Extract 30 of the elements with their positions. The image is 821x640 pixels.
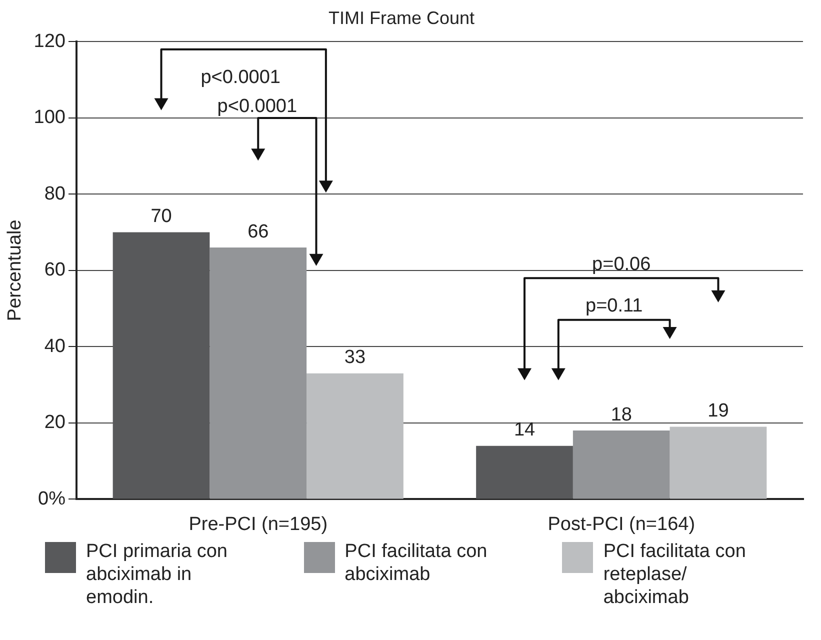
data-label: 14 (514, 420, 536, 441)
data-label: 19 (708, 400, 729, 422)
bar (306, 373, 404, 499)
y-tick-label: 120 (34, 30, 66, 52)
annotation: p=0.06 (592, 254, 651, 275)
x-tick-label: Post-PCI (n=164) (548, 514, 696, 535)
annotation: p<0.0001 (200, 67, 280, 88)
y-tick-label: 80 (44, 183, 66, 204)
legend-label: PCI primaria con abciximab in emodin. (86, 540, 228, 609)
data-label: 66 (248, 221, 269, 242)
annotation: p<0.0001 (217, 96, 298, 117)
bar (112, 232, 210, 499)
bar (476, 446, 573, 499)
data-label: 70 (150, 206, 172, 227)
y-tick-label: 0% (38, 488, 66, 510)
annotation: p=0.11 (585, 296, 643, 317)
y-tick-label: 40 (44, 336, 66, 357)
y-tick-label: 60 (44, 260, 66, 281)
y-axis-title: Percentuale (4, 220, 26, 322)
y-tick-label: 20 (44, 412, 66, 434)
y-tick-label: 100 (34, 107, 66, 128)
chart-title: TIMI Frame Count (328, 8, 475, 28)
legend-label: PCI facilitata con abciximab (344, 540, 488, 586)
x-tick-label: Pre-PCI (n=195) (188, 514, 328, 535)
bar (210, 248, 307, 499)
data-label: 18 (610, 404, 632, 426)
legend-label: PCI facilitata con reteplase/ abciximab (603, 540, 747, 609)
data-label: 33 (344, 347, 366, 368)
bar (670, 426, 767, 499)
bar (572, 430, 670, 499)
